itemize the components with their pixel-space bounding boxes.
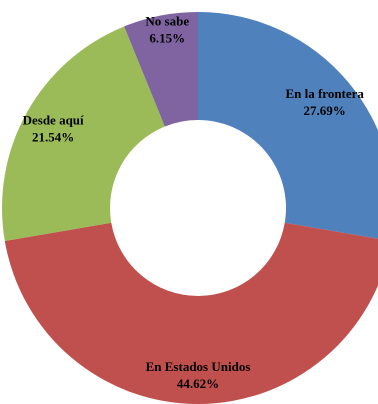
slice-value-desde-aqui: 21.54%	[32, 129, 74, 144]
slice-category-desde-aqui: Desde aquí	[23, 112, 84, 127]
labels-layer: En la frontera 27.69% En Estados Unidos 44.…	[23, 13, 365, 390]
slice-label-en-la-frontera: En la frontera 27.69%	[285, 86, 364, 118]
slice-value-no-sabe: 6.15%	[149, 30, 185, 45]
slice-value-en-la-frontera: 27.69%	[304, 103, 346, 118]
slice-label-desde-aqui: Desde aquí 21.54%	[23, 112, 84, 144]
slice-category-no-sabe: No sabe	[145, 13, 189, 28]
slice-value-en-estados-unidos: 44.62%	[177, 376, 219, 391]
slice-label-no-sabe: No sabe 6.15%	[145, 13, 189, 45]
slice-desde-aqui	[2, 26, 165, 241]
slice-category-en-estados-unidos: En Estados Unidos	[146, 359, 251, 374]
slice-category-en-la-frontera: En la frontera	[285, 86, 364, 101]
slice-label-en-estados-unidos: En Estados Unidos 44.62%	[146, 359, 251, 391]
slices-layer	[2, 12, 378, 404]
slice-en-estados-unidos	[4, 222, 378, 404]
slice-no-sabe	[124, 12, 198, 127]
slice-en-la-frontera	[198, 12, 378, 239]
